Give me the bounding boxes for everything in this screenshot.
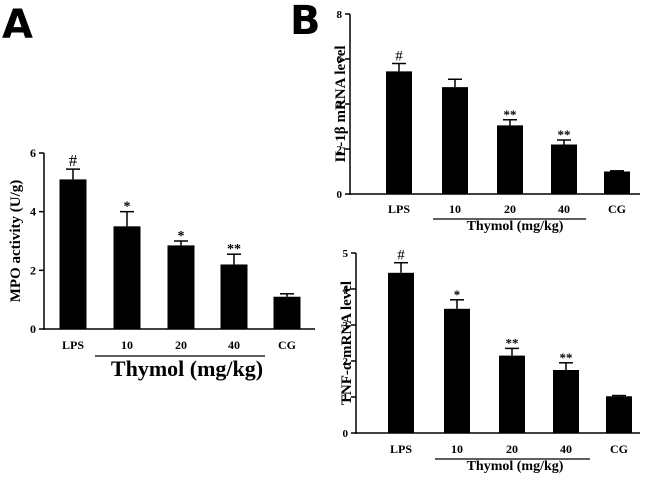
- bar: [497, 125, 523, 194]
- y-tick-label: 3: [343, 320, 349, 332]
- y-axis-label: MPO activity (U/g): [8, 180, 24, 302]
- mpo-activity-chart: 0 2 4 6 # LPS * 10 * 20 ** 40 CG Thymol (mg/kg) MPO ac…: [8, 146, 315, 381]
- category-label: LPS: [62, 338, 84, 352]
- category-label: LPS: [388, 202, 410, 216]
- category-label: 20: [506, 442, 518, 456]
- category-label: 20: [175, 338, 187, 352]
- category-label: 40: [560, 442, 572, 456]
- category-label: CG: [278, 338, 296, 352]
- y-tick-label: 2: [337, 144, 343, 156]
- category-label: CG: [608, 202, 626, 216]
- il1b-mrna-chart: 0 2 4 6 8 # LPS 10 ** 20 ** 40 CG Thymol (mg/kg) IL-1β…: [333, 9, 640, 234]
- category-label: 40: [228, 338, 240, 352]
- x-group-label: Thymol (mg/kg): [467, 219, 564, 234]
- bar: [553, 370, 579, 433]
- y-tick-label: 6: [337, 54, 343, 66]
- significance-marker: **: [560, 350, 573, 365]
- significance-marker: **: [506, 335, 519, 350]
- significance-marker: #: [69, 151, 78, 170]
- bar: [273, 296, 301, 329]
- bar: [604, 171, 630, 194]
- significance-marker: *: [124, 200, 131, 215]
- significance-marker: **: [227, 242, 241, 257]
- y-tick-label: 0: [337, 189, 343, 201]
- tnfa-mrna-chart: 0 1 2 3 4 5 # LPS * 10 ** 20 ** 40 CG Thymol (mg/kg) TNF…: [339, 248, 640, 474]
- y-tick-label: 5: [343, 248, 349, 260]
- bar: [499, 355, 525, 433]
- y-tick-label: 4: [30, 205, 36, 219]
- significance-marker: *: [454, 287, 461, 302]
- category-label: 10: [451, 442, 463, 456]
- y-tick-label: 2: [343, 356, 349, 368]
- panel-letter-b: B: [290, 0, 321, 44]
- y-tick-label: 6: [30, 146, 36, 160]
- category-label: 40: [558, 202, 570, 216]
- x-group-label: Thymol (mg/kg): [467, 459, 564, 474]
- y-axis-label: TNF-α mRNA level: [339, 281, 355, 405]
- significance-marker: #: [395, 49, 403, 65]
- category-label: 10: [449, 202, 461, 216]
- significance-marker: *: [178, 229, 185, 244]
- significance-marker: **: [558, 127, 571, 142]
- category-label: LPS: [390, 442, 412, 456]
- category-label: CG: [610, 442, 628, 456]
- y-axis-label: IL-1β mRNA level: [333, 45, 349, 162]
- y-tick-label: 0: [30, 322, 36, 336]
- significance-marker: #: [397, 248, 405, 264]
- category-label: 20: [504, 202, 516, 216]
- x-group-label: Thymol (mg/kg): [111, 356, 263, 381]
- panel-letter-a: A: [2, 2, 33, 48]
- y-tick-label: 4: [343, 284, 349, 296]
- category-label: 10: [121, 338, 133, 352]
- bar: [388, 272, 414, 433]
- y-tick-label: 2: [30, 263, 36, 277]
- bar: [59, 179, 87, 329]
- bar: [551, 144, 577, 194]
- y-tick-label: 0: [343, 428, 349, 440]
- significance-marker: **: [504, 107, 517, 122]
- y-tick-label: 4: [337, 99, 343, 111]
- bar: [386, 71, 412, 194]
- bar: [113, 226, 141, 329]
- bar: [442, 87, 468, 194]
- y-tick-label: 8: [337, 9, 343, 21]
- bar: [220, 264, 248, 329]
- bar: [167, 245, 195, 329]
- bar: [444, 308, 470, 433]
- y-tick-label: 1: [343, 392, 349, 404]
- bar: [606, 396, 632, 433]
